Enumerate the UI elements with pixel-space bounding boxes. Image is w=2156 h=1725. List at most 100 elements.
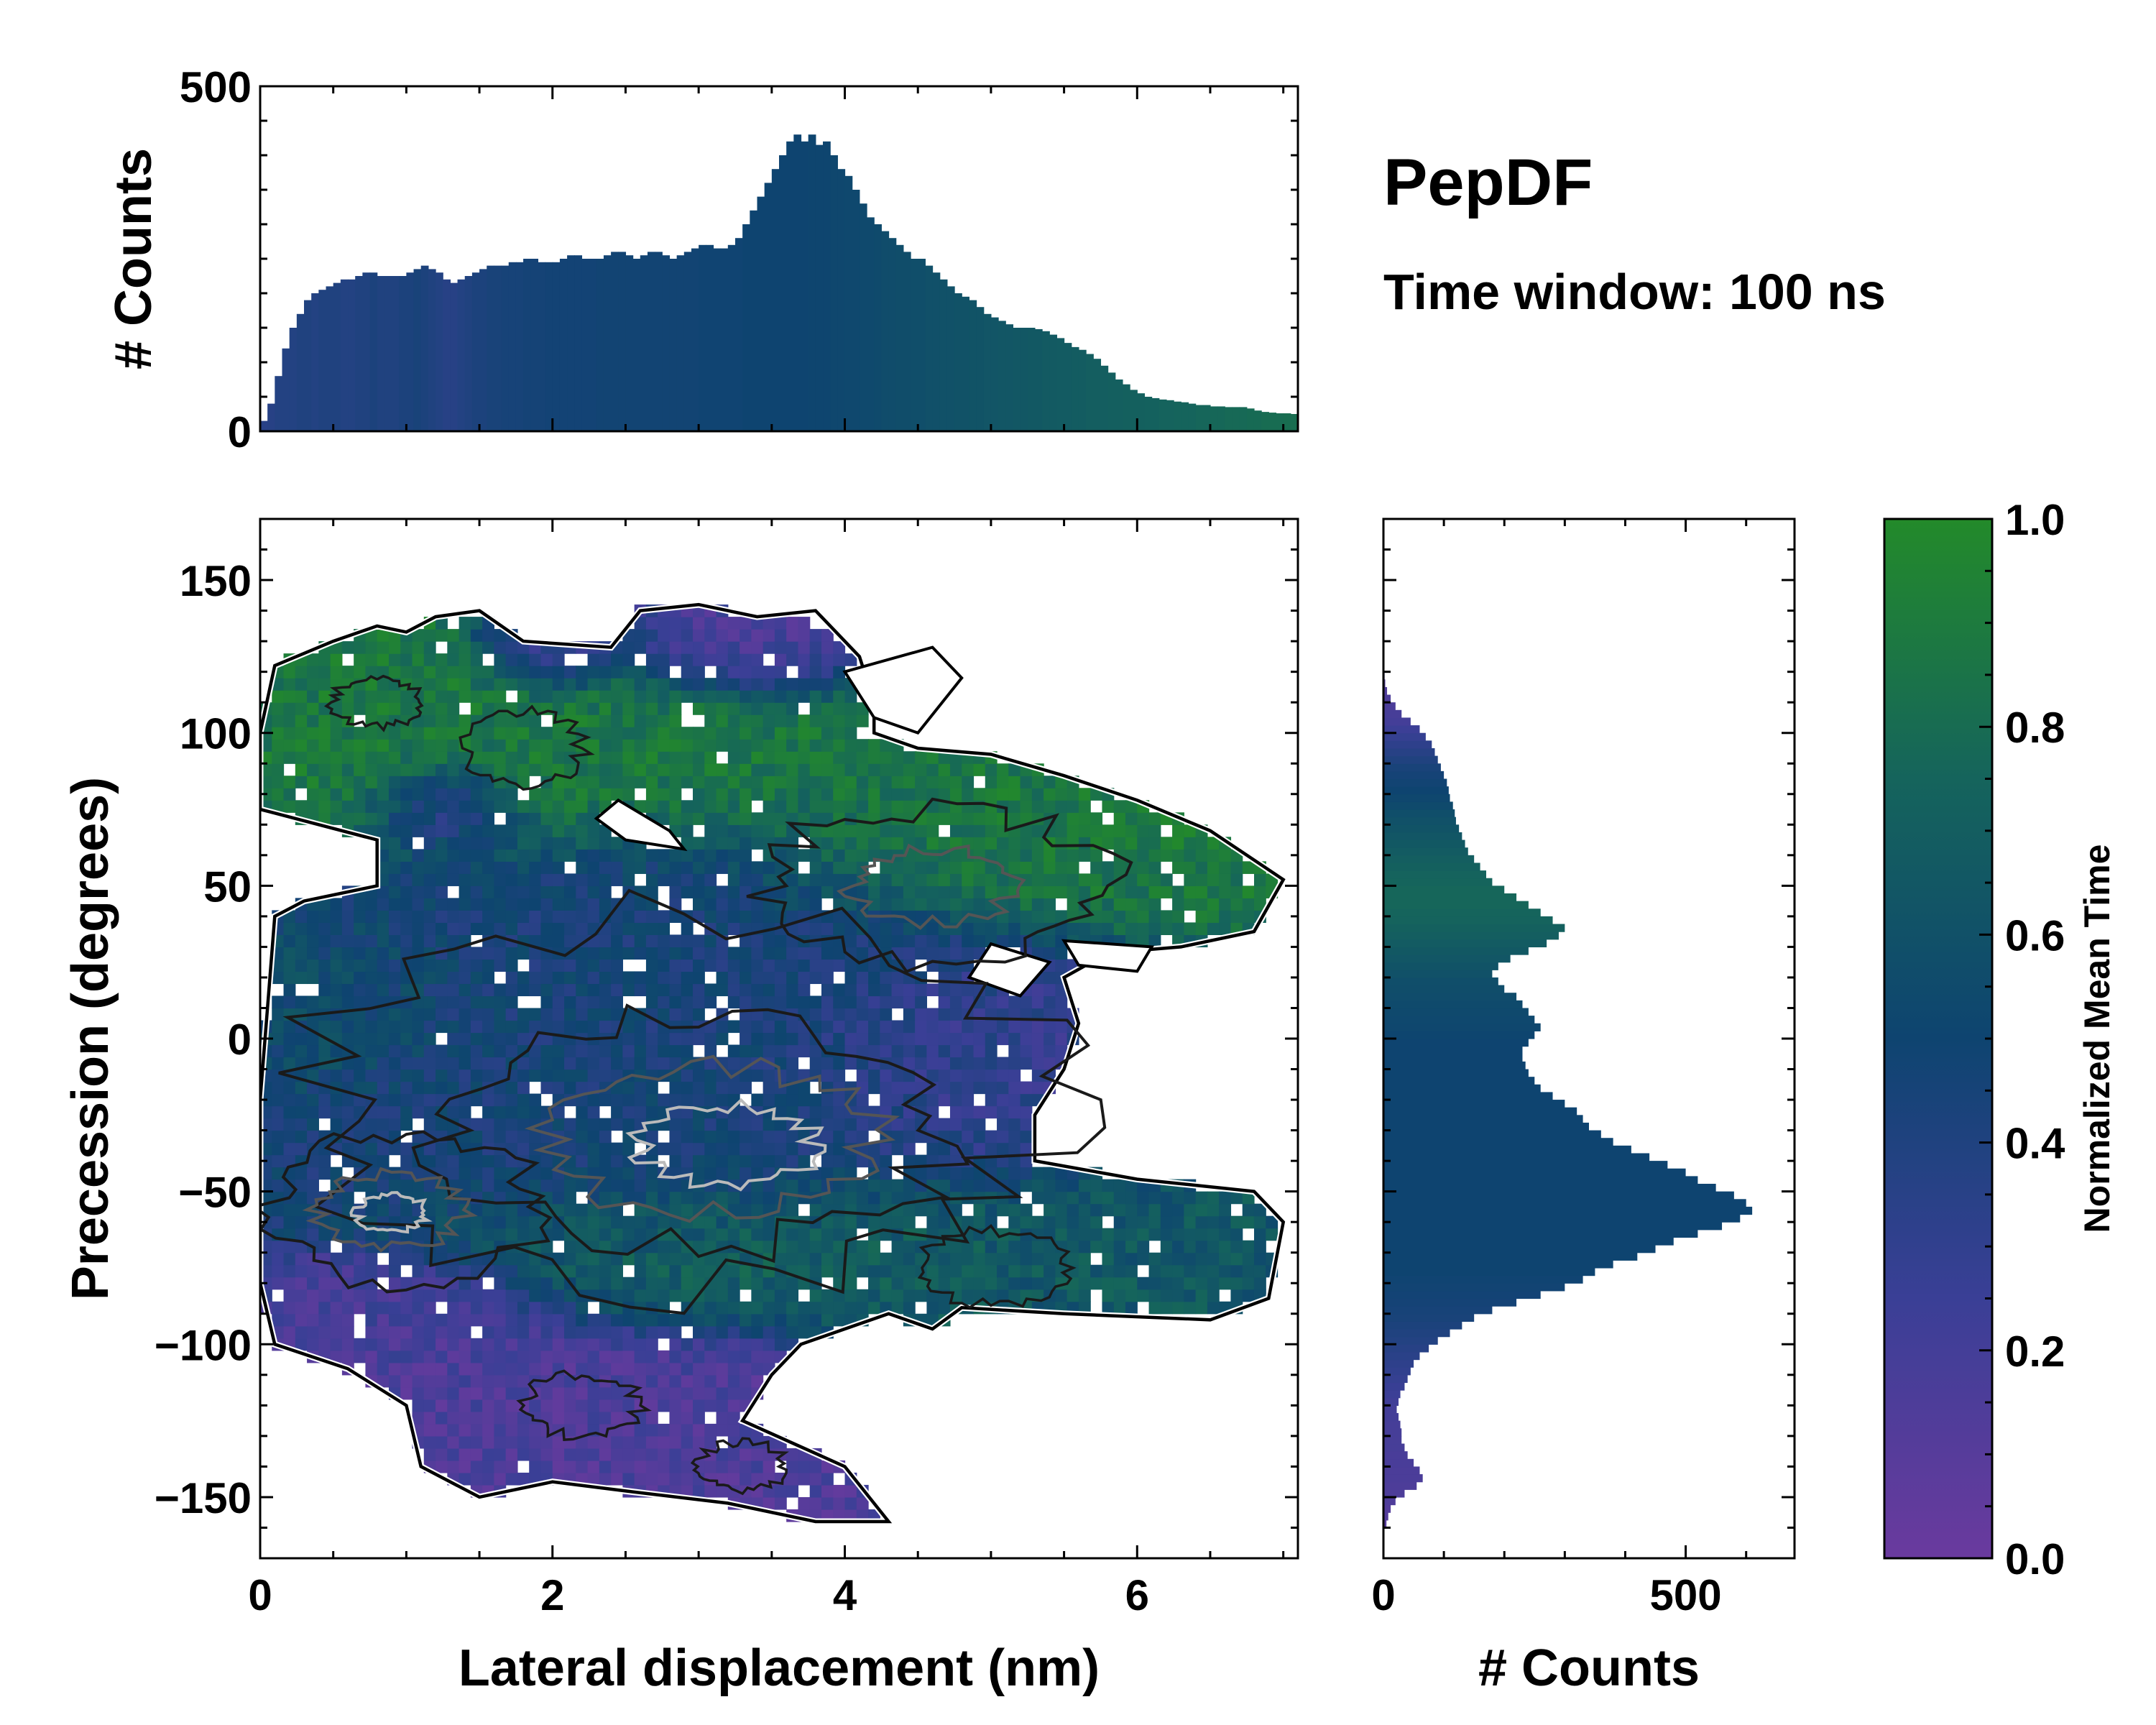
heatmap-cell: [482, 1411, 495, 1425]
heatmap-cell: [751, 788, 764, 801]
top-histogram-bar: [384, 276, 392, 431]
heatmap-cell: [1148, 861, 1161, 874]
heatmap-cell: [985, 1105, 998, 1119]
heatmap-cell: [844, 1496, 857, 1510]
heatmap-cell: [704, 751, 717, 764]
heatmap-cell: [552, 690, 565, 703]
heatmap-cell: [634, 727, 647, 740]
heatmap-cell: [645, 1154, 658, 1168]
top-histogram-bar: [990, 317, 999, 431]
heatmap-cell: [587, 824, 600, 837]
heatmap-cell: [611, 788, 623, 801]
heatmap-cell: [809, 824, 822, 837]
heatmap-cell: [505, 849, 518, 862]
heatmap-cell: [962, 1081, 975, 1095]
heatmap-cell: [517, 837, 530, 850]
top-histogram-bar: [764, 183, 773, 431]
heatmap-cell: [622, 690, 635, 703]
heatmap-cell: [318, 788, 331, 801]
heatmap-cell: [529, 1301, 542, 1315]
heatmap-cell: [693, 861, 705, 874]
heatmap-cell: [903, 1130, 916, 1144]
heatmap-cell: [645, 1093, 658, 1107]
top-histogram-bar: [1298, 414, 1306, 431]
heatmap-cell: [365, 1228, 378, 1241]
density-contour: [278, 888, 1107, 1315]
heatmap-cell: [482, 983, 495, 997]
heatmap-cell: [1044, 1203, 1056, 1217]
heatmap-cell: [821, 995, 834, 1009]
heatmap-cell: [962, 1057, 975, 1070]
density-contour: [516, 1369, 652, 1441]
heatmap-cell: [447, 678, 460, 691]
heatmap-cell: [844, 995, 857, 1009]
heatmap-cell: [716, 983, 729, 997]
heatmap-cell: [1184, 861, 1197, 874]
heatmap-cell: [798, 1301, 811, 1315]
heatmap-cell: [272, 702, 285, 715]
heatmap-cell: [587, 1276, 600, 1290]
heatmap-cell: [763, 629, 775, 642]
heatmap-cell: [365, 788, 378, 801]
heatmap-cell: [400, 1276, 413, 1290]
heatmap-cell: [307, 1118, 319, 1131]
heatmap-cell: [868, 1020, 880, 1034]
heatmap-cell: [1090, 849, 1103, 862]
heatmap-cell: [786, 788, 799, 801]
heatmap-cell: [763, 824, 775, 837]
heatmap-cell: [809, 800, 822, 813]
heatmap-cell: [915, 1032, 928, 1046]
right-histogram-bar: [1383, 1031, 1535, 1039]
heatmap-cell: [1195, 1203, 1208, 1217]
heatmap-cell: [459, 995, 471, 1009]
heatmap-cell: [482, 873, 495, 886]
heatmap-cell: [1031, 934, 1044, 948]
heatmap-cell: [494, 849, 507, 862]
heatmap-cell: [611, 1191, 623, 1205]
heatmap-cell: [763, 617, 775, 630]
heatmap-cell: [1125, 873, 1138, 886]
heatmap-cell: [880, 1044, 893, 1058]
heatmap-cell: [774, 959, 787, 972]
heatmap-cell: [926, 1069, 939, 1082]
top-histogram-bar: [1107, 372, 1116, 431]
heatmap-cell: [330, 751, 343, 764]
heatmap-cell: [447, 800, 460, 813]
top-histogram-bar: [1312, 415, 1320, 431]
heatmap-cell: [494, 1215, 507, 1229]
heatmap-cell: [809, 898, 822, 911]
heatmap-cell: [388, 1350, 401, 1363]
heatmap-cell: [576, 886, 589, 898]
heatmap-cell: [1020, 1167, 1033, 1180]
heatmap-cell: [704, 934, 717, 948]
heatmap-cell: [1148, 1203, 1161, 1217]
heatmap-cell: [283, 1093, 296, 1107]
heatmap-cell: [459, 1215, 471, 1229]
heatmap-cell: [283, 959, 296, 972]
heatmap-cell: [482, 702, 495, 715]
heatmap-cell: [470, 800, 483, 813]
heatmap-cell: [1125, 898, 1138, 911]
heatmap-cell: [529, 1020, 542, 1034]
heatmap-cell: [1219, 873, 1232, 886]
heatmap-cell: [681, 641, 694, 654]
heatmap-cell: [622, 983, 635, 997]
heatmap-cell: [903, 922, 916, 935]
heatmap-cell: [611, 1252, 623, 1266]
heatmap-cell: [436, 1081, 448, 1095]
heatmap-cell: [1207, 837, 1220, 850]
heatmap-cell: [1055, 873, 1068, 886]
heatmap-cell: [903, 861, 916, 874]
right-histogram-bar: [1383, 1313, 1475, 1322]
heatmap-cell: [283, 1289, 296, 1302]
heatmap-cell: [903, 1289, 916, 1302]
heatmap-cell: [470, 1215, 483, 1229]
heatmap-cell: [377, 788, 390, 801]
heatmap-cell: [833, 1118, 846, 1131]
heatmap-cell: [1253, 1203, 1266, 1217]
heatmap-cell: [1020, 1032, 1033, 1046]
heatmap-cell: [377, 910, 390, 923]
heatmap-cell: [470, 1423, 483, 1437]
heatmap-cell: [809, 1228, 822, 1241]
heatmap-cell: [587, 995, 600, 1009]
